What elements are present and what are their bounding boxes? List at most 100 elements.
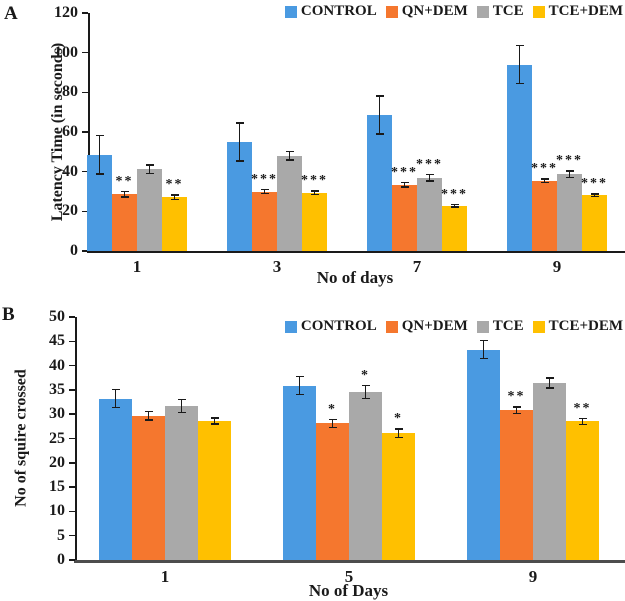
legend-swatch-icon <box>284 320 297 333</box>
error-bar-cap-top <box>145 164 154 166</box>
error-bar-cap-bottom <box>590 195 599 198</box>
y-tick-mark <box>69 462 75 464</box>
significance-mark: ** <box>115 173 134 189</box>
error-bar-cap-bottom <box>394 436 403 438</box>
legend-item-TCE+DEM: TCE+DEM <box>532 3 623 20</box>
error-bar-line <box>98 134 101 175</box>
y-tick-mark <box>69 437 75 440</box>
legend-label: CONTROL <box>300 318 377 334</box>
legend-label: QN+DEM <box>401 3 468 19</box>
error-bar-cap-top <box>540 178 549 180</box>
y-tick-label: 50 <box>49 308 65 325</box>
error-bar-line <box>453 203 456 208</box>
error-bar-cap-bottom <box>512 412 521 415</box>
error-bar-cap-bottom <box>235 160 244 162</box>
error-bar-cap-top <box>590 193 599 195</box>
significance-mark: *** <box>301 173 328 189</box>
significance-mark: *** <box>441 186 468 202</box>
x-tick-label: 7 <box>412 257 422 276</box>
panel-b-label: B <box>2 304 15 325</box>
error-bar-line <box>482 339 485 360</box>
legend-swatch-icon <box>284 5 297 18</box>
y-tick-mark <box>69 559 75 561</box>
legend-label: TCE <box>492 318 524 334</box>
error-bar-cap-top <box>210 417 219 419</box>
error-bar-cap-bottom <box>260 192 269 195</box>
panel-b-plot-area: 0 5 10 15 20 25 30 35 40 45 50 * ** * * ** 1 5 9 <box>0 301 625 601</box>
error-bar-cap-bottom <box>210 423 219 425</box>
error-bar-line <box>518 44 521 85</box>
error-bar-line <box>147 410 150 421</box>
x-tick-label: 1 <box>160 567 170 586</box>
error-bar-cap-top <box>375 95 384 97</box>
error-bar-cap-bottom <box>177 411 186 414</box>
bar-CONTROL-day1 <box>99 398 132 560</box>
y-tick-mark <box>69 316 75 318</box>
x-tick-label: 1 <box>132 257 142 276</box>
error-bar-cap-bottom <box>540 181 549 184</box>
legend-swatch-icon <box>385 5 398 18</box>
error-bar-cap-bottom <box>479 357 488 360</box>
significance-mark: ** <box>573 400 592 416</box>
x-tick-label: 9 <box>552 257 562 276</box>
y-tick-mark <box>69 364 75 367</box>
x-axis-line <box>74 560 625 563</box>
y-tick-label: 80 <box>62 83 78 101</box>
error-bar-line <box>593 193 596 198</box>
y-tick-label: 15 <box>49 478 65 496</box>
error-bar-cap-bottom <box>145 172 154 175</box>
panel-a-legend: CONTROL QN+DEM TCE TCE+DEM <box>284 3 623 20</box>
legend-label: CONTROL <box>300 3 377 19</box>
y-tick-label: 40 <box>62 162 78 180</box>
error-bar-cap-bottom <box>545 387 554 389</box>
error-bar-line <box>238 122 241 162</box>
significance-mark: ** <box>165 177 184 193</box>
error-bar-line <box>148 164 151 175</box>
legend-item-CONTROL: CONTROL <box>284 318 377 335</box>
y-tick-mark <box>82 51 88 54</box>
error-bar-cap-top <box>170 194 179 196</box>
error-bar-cap-top <box>285 150 294 153</box>
y-tick-label: 20 <box>49 453 65 471</box>
error-bar-line <box>298 375 301 396</box>
error-bar-cap-bottom <box>425 180 434 182</box>
legend-label: TCE+DEM <box>548 318 623 334</box>
x-axis-line <box>87 251 625 253</box>
error-bar-cap-top <box>144 410 153 413</box>
error-bar-line <box>378 95 381 135</box>
error-bar-cap-top <box>394 428 403 430</box>
error-bar-cap-top <box>512 406 521 408</box>
bar-TCE-day1 <box>165 405 198 560</box>
y-tick-label: 30 <box>49 405 65 423</box>
error-bar-line <box>263 188 266 195</box>
y-tick-mark <box>82 12 88 14</box>
error-bar-line <box>403 181 406 188</box>
error-bar-cap-bottom <box>515 82 524 85</box>
error-bar-cap-bottom <box>578 423 587 426</box>
y-tick-label: 0 <box>57 551 65 568</box>
bar-CONTROL-day9 <box>507 64 532 251</box>
error-bar-cap-top <box>95 134 104 137</box>
error-bar-line <box>123 190 126 198</box>
bar-QN+DEM-day9 <box>500 410 533 560</box>
bar-TCE-day3 <box>277 155 302 251</box>
error-bar-line <box>581 417 584 426</box>
error-bar-line <box>288 150 291 161</box>
x-tick-label: 9 <box>528 567 538 586</box>
error-bar-cap-top <box>177 398 186 401</box>
y-tick-label: 45 <box>49 332 65 350</box>
y-tick-mark <box>82 91 88 94</box>
y-tick-mark <box>69 340 75 343</box>
panel-a-label: A <box>4 3 18 24</box>
y-tick-mark <box>82 250 88 252</box>
error-bar-line <box>543 178 546 184</box>
bar-QN+DEM-day1 <box>132 415 165 560</box>
error-bar-cap-bottom <box>295 393 304 396</box>
bar-TCE-day7 <box>417 177 442 251</box>
significance-mark: * <box>328 401 337 417</box>
error-bar-cap-bottom <box>285 159 294 161</box>
error-bar-cap-top <box>425 173 434 176</box>
error-bar-cap-bottom <box>310 193 319 196</box>
error-bar-cap-top <box>310 190 319 192</box>
y-tick-label: 20 <box>62 202 78 220</box>
